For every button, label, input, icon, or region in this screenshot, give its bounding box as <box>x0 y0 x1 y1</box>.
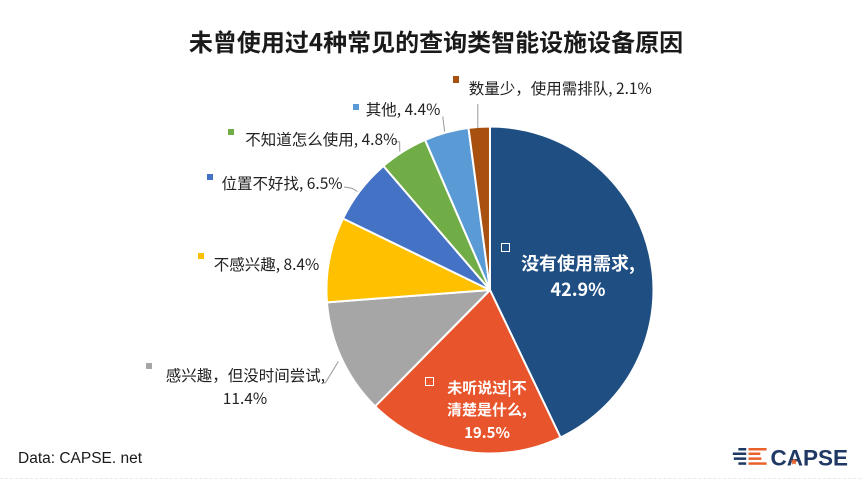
svg-text:CAPSE: CAPSE <box>771 445 849 470</box>
